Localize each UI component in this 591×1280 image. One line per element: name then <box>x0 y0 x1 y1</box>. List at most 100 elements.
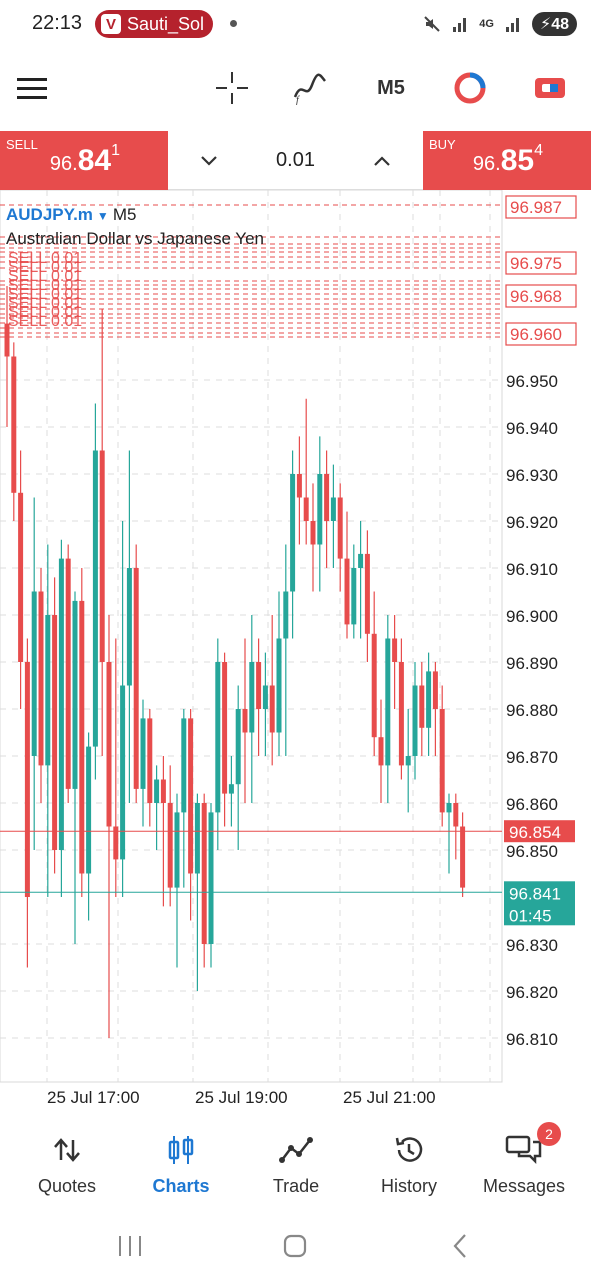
symbol-name[interactable]: AUDJPY.m <box>6 205 93 224</box>
quotes-icon <box>54 1138 80 1162</box>
candle-body <box>364 553 370 634</box>
candle-body <box>31 591 37 756</box>
candle-body <box>296 474 302 498</box>
candle-body <box>24 662 30 897</box>
candle-body <box>432 671 438 709</box>
menu-button[interactable] <box>10 58 54 118</box>
chart-canvas[interactable]: 96.950 96.940 96.930 96.920 96.910 96.900 96.8… <box>0 190 591 1110</box>
price-tick-label: 96.850 <box>506 842 558 861</box>
nav-messages-label: Messages <box>482 1176 566 1196</box>
bar-countdown-label: 01:45 <box>509 906 552 925</box>
sell-button[interactable]: SELL 96.841 <box>0 131 168 190</box>
charts-icon <box>168 1136 194 1164</box>
order-label: SELL 0.01 <box>8 295 82 312</box>
candle-body <box>86 746 92 874</box>
timeframe-button[interactable]: M5 <box>377 76 405 99</box>
bottom-navigation: Quotes Charts Trade History Messages 2 <box>0 1110 591 1210</box>
svg-text:f: f <box>296 95 300 105</box>
price-tick-label: 96.930 <box>506 466 558 485</box>
candle-body <box>72 600 78 789</box>
home-icon <box>283 1234 307 1258</box>
candle-body <box>371 633 377 738</box>
volume-increase-button[interactable] <box>373 149 391 171</box>
symbol-dropdown-icon[interactable]: ▼ <box>96 209 109 223</box>
mute-icon <box>424 16 440 32</box>
app-pill-name: Sauti_Sol <box>127 13 205 34</box>
candle-body <box>283 591 289 639</box>
candle-body <box>11 356 17 493</box>
indicators-button[interactable]: f <box>288 58 332 118</box>
one-click-trade-button[interactable] <box>528 58 572 118</box>
nav-trade-label: Trade <box>272 1176 320 1196</box>
recents-button[interactable] <box>110 1230 150 1262</box>
signal-icon-2 <box>505 18 519 32</box>
back-button[interactable] <box>440 1230 480 1262</box>
candle-body <box>276 638 282 733</box>
home-button[interactable] <box>275 1230 315 1262</box>
order-label: SELL 0.01 <box>8 259 82 276</box>
candle-body <box>92 450 98 747</box>
candle-body <box>174 812 180 888</box>
objects-button[interactable] <box>448 58 492 118</box>
candle-body <box>222 662 228 794</box>
candle-body <box>154 779 160 803</box>
system-navigation-bar <box>0 1210 591 1280</box>
volume-input[interactable]: 0.01 <box>276 148 315 171</box>
nav-trade[interactable]: Trade <box>237 1130 355 1197</box>
candle-body <box>147 718 153 803</box>
back-icon <box>453 1234 466 1258</box>
buy-label: BUY <box>429 137 456 152</box>
order-label: SELL 0.01 <box>8 250 82 267</box>
ask-price-box <box>504 820 575 843</box>
order-price-label: 96.960 <box>510 325 562 344</box>
order-label: SELL 0.01 <box>8 277 82 294</box>
nav-quotes-label: Quotes <box>37 1176 97 1196</box>
price-tick-label: 96.950 <box>506 372 558 391</box>
price-tick-label: 96.860 <box>506 795 558 814</box>
candle-body <box>4 323 10 357</box>
candle-body <box>188 718 194 874</box>
crosshair-button[interactable] <box>210 58 254 118</box>
price-tick-label: 96.940 <box>506 419 558 438</box>
candle-body <box>18 492 24 662</box>
order-price-label: 96.975 <box>510 254 562 273</box>
candle-body <box>405 756 411 766</box>
nav-messages[interactable]: Messages 2 <box>465 1122 583 1197</box>
order-label: SELL 0.01 <box>8 313 82 330</box>
buy-button[interactable]: BUY 96.854 <box>423 131 591 190</box>
candle-body <box>194 803 200 874</box>
candle-body <box>392 638 398 662</box>
candle-body <box>358 553 364 568</box>
candle-body <box>460 826 466 888</box>
bid-price-label: 96.841 <box>509 884 561 903</box>
candle-body <box>126 568 132 686</box>
price-chart[interactable]: 96.950 96.940 96.930 96.920 96.910 96.900 96.8… <box>0 190 591 1110</box>
status-bar: 22:13 V Sauti_Sol 4G ⚡48 <box>0 0 591 50</box>
candle-body <box>65 558 71 789</box>
nav-charts-label: Charts <box>152 1176 210 1196</box>
history-icon <box>395 1137 423 1162</box>
buy-price: 96.854 <box>472 142 543 177</box>
nav-history[interactable]: History <box>350 1130 468 1197</box>
candle-body <box>324 474 330 521</box>
nav-quotes[interactable]: Quotes <box>8 1130 126 1197</box>
price-tick-label: 96.880 <box>506 701 558 720</box>
candle-body <box>58 558 64 850</box>
symbol-description: Australian Dollar vs Japanese Yen <box>6 229 264 248</box>
candle-body <box>52 615 58 850</box>
active-app-pill[interactable]: V Sauti_Sol <box>95 10 213 38</box>
price-tick-label: 96.870 <box>506 748 558 767</box>
candle-body <box>38 591 44 766</box>
candle-body <box>167 803 173 888</box>
status-icons: 4G ⚡48 <box>423 12 577 36</box>
candle-body <box>446 803 452 813</box>
candle-body <box>385 638 391 766</box>
candle-body <box>439 709 445 813</box>
candle-body <box>201 803 207 944</box>
candle-body <box>453 803 459 827</box>
nav-charts[interactable]: Charts <box>122 1130 240 1197</box>
order-label: SELL 0.01 <box>8 304 82 321</box>
volume-decrease-button[interactable] <box>200 149 218 171</box>
candle-body <box>262 685 268 709</box>
candle-body <box>303 497 309 521</box>
